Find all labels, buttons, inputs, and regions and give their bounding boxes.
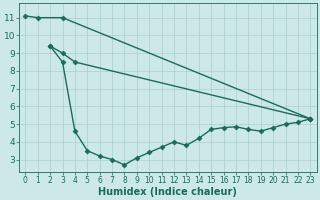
- X-axis label: Humidex (Indice chaleur): Humidex (Indice chaleur): [98, 187, 237, 197]
